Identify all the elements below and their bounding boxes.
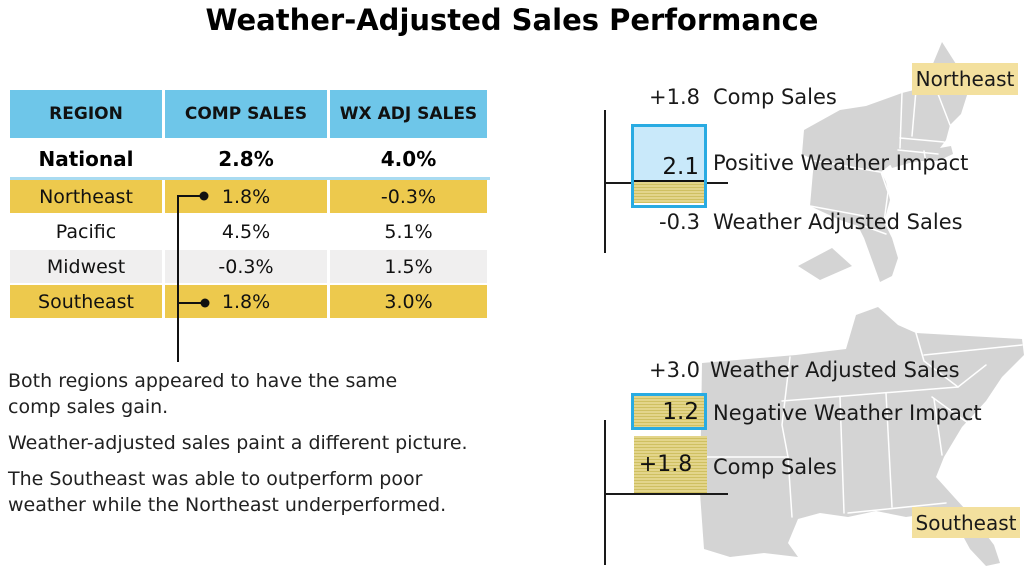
- ne-comp-value: +1.8: [649, 85, 700, 109]
- page-title: Weather-Adjusted Sales Performance: [205, 3, 819, 37]
- cell-comp: 4.5%: [165, 215, 327, 248]
- sales-table: REGION COMP SALES WX ADJ SALES National …: [10, 90, 490, 320]
- header-comp-sales: COMP SALES: [165, 90, 327, 138]
- ne-comp-label: Comp Sales: [713, 85, 837, 109]
- cell-wx: 1.5%: [330, 250, 487, 283]
- cell-comp: -0.3%: [165, 250, 327, 283]
- table-row-southeast: Southeast 1.8% 3.0%: [10, 285, 490, 318]
- ne-adjusted-label: Weather Adjusted Sales: [713, 210, 963, 234]
- cell-wx: 5.1%: [330, 215, 487, 248]
- annotation-notes: Both regions appeared to have the same co…: [8, 368, 488, 528]
- ne-impact-value: 2.1: [662, 154, 699, 180]
- header-region: REGION: [10, 90, 162, 138]
- northeast-region-chip: Northeast: [912, 63, 1018, 95]
- cell-region: National: [10, 140, 162, 177]
- se-impact-value: 1.2: [662, 398, 699, 425]
- se-impact-bar: 1.2: [631, 393, 707, 430]
- table-row-midwest: Midwest -0.3% 1.5%: [10, 250, 490, 283]
- table-header-row: REGION COMP SALES WX ADJ SALES: [10, 90, 490, 138]
- cell-comp: 1.8%: [165, 180, 327, 213]
- ne-axis-vertical: [604, 110, 606, 253]
- table-row-northeast: Northeast 1.8% -0.3%: [10, 180, 490, 213]
- se-adjusted-value: +3.0: [649, 358, 700, 382]
- cell-comp: 2.8%: [165, 140, 327, 177]
- se-comp-bar: +1.8: [634, 436, 707, 493]
- se-baseline: [604, 493, 728, 495]
- southeast-map: [700, 307, 1024, 566]
- se-axis-vertical: [604, 420, 606, 565]
- ne-impact-bar-positive: 2.1: [634, 127, 704, 182]
- cell-wx: -0.3%: [330, 180, 487, 213]
- se-impact-label: Negative Weather Impact: [713, 401, 982, 425]
- table-divider: [10, 177, 490, 180]
- cell-region: Southeast: [10, 285, 162, 318]
- cell-wx: 4.0%: [330, 140, 487, 177]
- note-3: The Southeast was able to outperform poo…: [8, 468, 447, 516]
- ne-adjusted-value: -0.3: [659, 210, 700, 234]
- table-row-national: National 2.8% 4.0%: [10, 140, 490, 177]
- ne-impact-bar: 2.1: [631, 124, 707, 208]
- cell-region: Midwest: [10, 250, 162, 283]
- se-comp-label: Comp Sales: [713, 455, 837, 479]
- cell-comp: 1.8%: [165, 285, 327, 318]
- note-1: Both regions appeared to have the same co…: [8, 370, 398, 418]
- header-wx-adj-sales: WX ADJ SALES: [330, 90, 487, 138]
- ne-impact-bar-below-zero: [634, 182, 704, 203]
- table-row-pacific: Pacific 4.5% 5.1%: [10, 215, 490, 248]
- se-comp-value: +1.8: [638, 452, 693, 477]
- note-2: Weather-adjusted sales paint a different…: [8, 432, 468, 454]
- cell-wx: 3.0%: [330, 285, 487, 318]
- ne-impact-label: Positive Weather Impact: [713, 151, 969, 175]
- se-adjusted-label: Weather Adjusted Sales: [710, 358, 960, 382]
- cell-region: Pacific: [10, 215, 162, 248]
- cell-region: Northeast: [10, 180, 162, 213]
- southeast-region-chip: Southeast: [912, 507, 1020, 538]
